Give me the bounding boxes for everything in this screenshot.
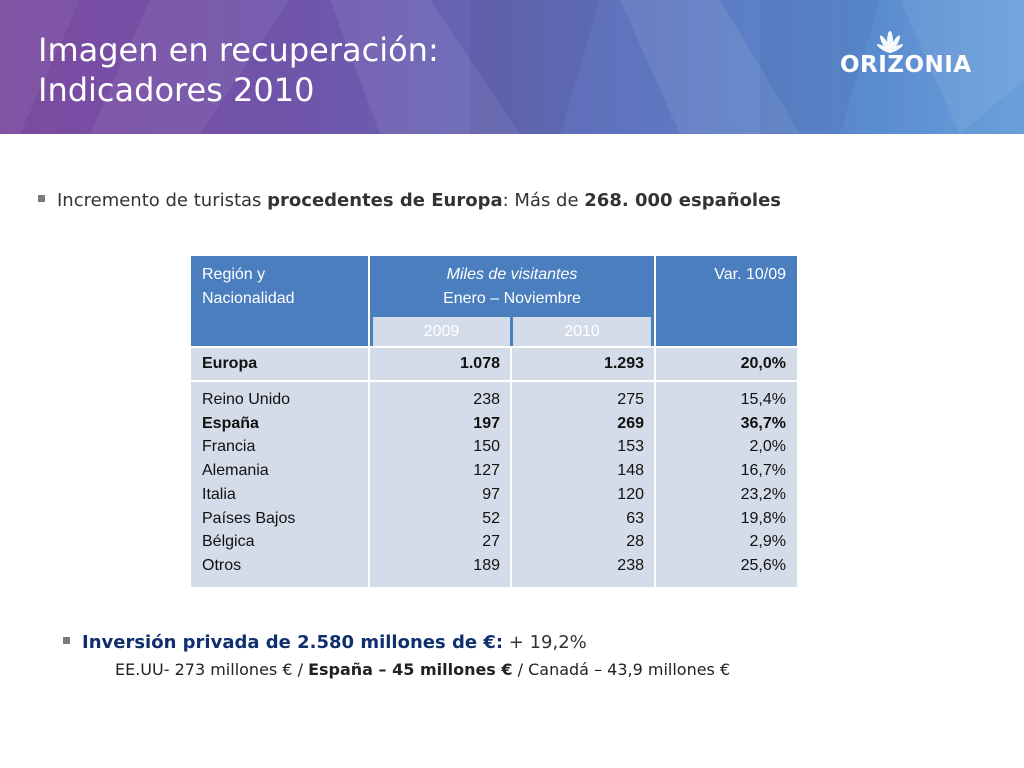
europa-label: Europa — [202, 355, 258, 372]
europa-2010-cell: 1.293 — [512, 348, 654, 380]
header-region-line-1: Región y — [202, 266, 266, 283]
value-2009: 150 — [473, 438, 500, 456]
value-2009: 27 — [482, 533, 500, 551]
header-variation: Var. 10/09 — [656, 256, 797, 346]
breakdown-part-2: / Canadá – 43,9 millones € — [512, 660, 731, 679]
investment-breakdown: EE.UU- 273 millones € / España – 45 mill… — [115, 660, 730, 679]
country-column: Reino Unido España Francia Alemania Ital… — [191, 382, 368, 587]
value-2010: 269 — [617, 414, 644, 432]
year-2010-label: 2010 — [564, 323, 600, 340]
value-2009: 97 — [482, 485, 500, 503]
page-title: Imagen en recuperación: Indicadores 2010 — [38, 30, 439, 110]
bullet1-prefix: Incremento de turistas — [57, 190, 268, 211]
variation-value: 2,9% — [749, 533, 786, 551]
orizonia-logo: ORIZONIA — [840, 30, 972, 80]
header-region: Región y Nacionalidad — [191, 256, 368, 346]
value-2009: 238 — [473, 391, 500, 408]
europa-2009: 1.078 — [459, 355, 500, 372]
header-visitors-line-1: Miles de visitantes — [446, 266, 578, 283]
year-2009-label: 2009 — [423, 323, 460, 340]
bullet-square-icon — [63, 636, 70, 644]
country-name: Bélgica — [202, 533, 255, 551]
header-region-line-2: Nacionalidad — [202, 290, 295, 307]
header-variation-label: Var. 10/09 — [714, 266, 786, 283]
variation-value: 23,2% — [740, 485, 786, 503]
country-name: Reino Unido — [202, 391, 291, 408]
bullet1-bold-2: 268. 000 españoles — [584, 190, 782, 211]
value-2009: 189 — [473, 556, 500, 574]
variation-value: 15,4% — [740, 391, 786, 408]
value-2010: 63 — [626, 509, 644, 527]
europa-label-cell: Europa — [191, 348, 368, 380]
header-visitors: Miles de visitantes Enero – Noviembre — [370, 256, 654, 312]
variation-column: 15,4% 36,7% 2,0% 16,7% 23,2% 19,8% 2,9% … — [656, 382, 797, 587]
bullet-private-investment: Inversión privada de 2.580 millones de €… — [63, 632, 587, 653]
values-2010-column: 275 269 153 148 120 63 28 238 — [512, 382, 654, 587]
bullet1-bold-1: procedentes de Europa — [267, 190, 503, 211]
value-2009: 197 — [473, 414, 500, 432]
bullet-square-icon — [38, 194, 45, 202]
variation-value: 19,8% — [740, 509, 786, 527]
value-2009: 127 — [473, 462, 500, 480]
breakdown-bold: España – 45 millones € — [308, 660, 513, 679]
variation-value: 25,6% — [740, 556, 786, 574]
breakdown-part-1: EE.UU- 273 millones € / — [115, 660, 309, 679]
variation-value: 2,0% — [749, 438, 786, 456]
value-2009: 52 — [482, 509, 500, 527]
title-line-2: Indicadores 2010 — [38, 71, 315, 109]
year-2010-header: 2010 — [513, 317, 651, 346]
bullet1-mid: : Más de — [502, 190, 585, 211]
bullet2-rest: + 19,2% — [503, 632, 587, 653]
value-2010: 153 — [617, 438, 644, 456]
logo-text: ORIZONIA — [840, 52, 972, 78]
country-name: Alemania — [202, 462, 269, 480]
title-line-1: Imagen en recuperación: — [38, 31, 439, 69]
europa-var-cell: 20,0% — [656, 348, 797, 380]
value-2010: 238 — [617, 556, 644, 574]
country-name: Países Bajos — [202, 509, 296, 527]
values-2009-column: 238 197 150 127 97 52 27 189 — [370, 382, 510, 587]
country-name: Italia — [202, 485, 236, 503]
banner-pattern — [0, 0, 1024, 134]
value-2010: 28 — [626, 533, 644, 551]
header-banner: Imagen en recuperación: Indicadores 2010… — [0, 0, 1024, 134]
value-2010: 275 — [617, 391, 644, 408]
year-2009-header: 2009 — [373, 317, 510, 346]
bullet2-bold: Inversión privada de 2.580 millones de €… — [82, 632, 504, 653]
europa-2010: 1.293 — [603, 355, 644, 372]
country-name: Otros — [202, 556, 242, 574]
visitors-table: Región y Nacionalidad Miles de visitante… — [191, 256, 797, 587]
value-2010: 120 — [617, 485, 644, 503]
header-visitors-line-2: Enero – Noviembre — [443, 290, 581, 307]
country-name: España — [202, 414, 259, 432]
europa-2009-cell: 1.078 — [370, 348, 510, 380]
variation-value: 36,7% — [740, 414, 786, 432]
europa-var: 20,0% — [740, 355, 786, 372]
variation-value: 16,7% — [740, 462, 786, 480]
value-2010: 148 — [617, 462, 644, 480]
country-name: Francia — [202, 438, 256, 456]
bullet-europe-tourists: Incremento de turistas procedentes de Eu… — [38, 190, 781, 211]
lotus-flower-icon — [876, 31, 904, 53]
